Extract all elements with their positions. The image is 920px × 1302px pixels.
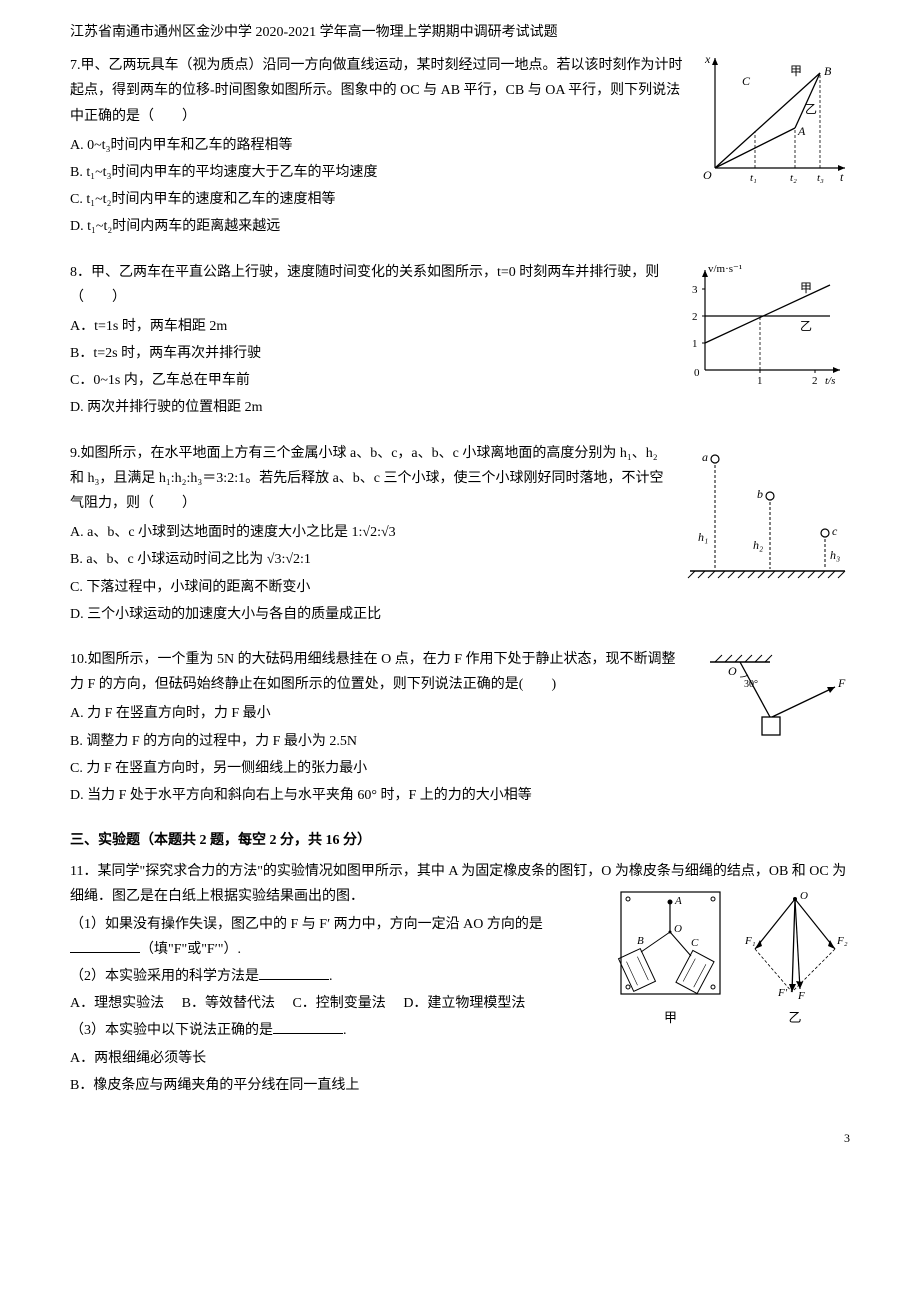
svg-text:B: B: [824, 64, 832, 78]
q11-sub2-opt-a: A．理想实验法: [70, 996, 164, 1011]
q11-sub2-opt-b: B．等效替代法: [182, 996, 275, 1011]
q7-option-c: C. t₁~t₂时间内甲车的速度和乙车的速度相等: [70, 187, 688, 212]
svg-text:A: A: [797, 124, 806, 138]
question-7: x t O t₁ t₂ t₃ C A B 甲 乙: [70, 53, 850, 241]
svg-text:2: 2: [812, 375, 818, 387]
svg-text:B: B: [637, 935, 644, 947]
q11-blank-2[interactable]: [259, 965, 329, 980]
q10-option-a: A. 力 F 在竖直方向时，力 F 最小: [70, 701, 688, 726]
q11-sub2-suffix: .: [329, 969, 333, 984]
svg-text:O: O: [674, 923, 682, 935]
q11-sub2-opt-d: D．建立物理模型法: [403, 996, 525, 1011]
svg-text:1: 1: [692, 338, 698, 350]
section-3-title: 三、实验题（本题共 2 题，每空 2 分，共 16 分）: [70, 828, 850, 853]
svg-text:30°: 30°: [744, 679, 758, 690]
svg-text:A: A: [674, 895, 682, 907]
svg-text:甲: 甲: [790, 64, 802, 78]
svg-text:1: 1: [757, 375, 763, 387]
q7-text: 甲、乙两玩具车（视为质点）沿同一方向做直线运动，某时刻经过同一地点。若以该时刻作…: [70, 58, 683, 123]
axis-x-label: x: [704, 53, 711, 66]
q10-option-b: B. 调整力 F 的方向的过程中，力 F 最小为 2.5N: [70, 729, 688, 754]
question-9: a h₁ b h₂ c h₃ 9.如图所示，在水平地面上方有三个金属小球 a、b…: [70, 441, 850, 629]
q9-figure: a h₁ b h₂ c h₃: [680, 441, 850, 591]
svg-text:乙: 乙: [805, 102, 817, 116]
svg-text:0: 0: [694, 367, 700, 379]
q8-number: 8．: [70, 265, 91, 280]
svg-text:F′: F′: [777, 987, 788, 999]
svg-text:F₁: F₁: [744, 935, 756, 947]
q8-ylabel: v/m·s⁻¹: [708, 263, 742, 275]
svg-text:h₃: h₃: [830, 548, 840, 562]
q11-sub1-suffix: （填"F"或"F′"）.: [140, 942, 241, 957]
svg-text:F: F: [837, 676, 846, 690]
page-number: 3: [70, 1128, 850, 1150]
q9-number: 9.: [70, 446, 81, 461]
svg-text:2: 2: [692, 311, 698, 323]
svg-text:a: a: [702, 450, 708, 464]
q8-option-d: D. 两次并排行驶的位置相距 2m: [70, 395, 668, 420]
q11-sub3-opt-a: A．两根细绳必须等长: [70, 1046, 850, 1071]
q11-sub3-opt-b: B．橡皮条应与两绳夹角的平分线在同一直线上: [70, 1073, 850, 1098]
q11-fig-yi-caption: 乙: [740, 1006, 850, 1029]
q11-figures: A O B C 甲 O: [613, 884, 850, 1029]
svg-text:3: 3: [692, 284, 698, 296]
svg-text:O: O: [728, 664, 737, 678]
q11-fig-yi: O F₁ F₂ F′ F: [740, 884, 850, 1004]
page-header: 江苏省南通市通州区金沙中学 2020-2021 学年高一物理上学期期中调研考试试…: [70, 20, 850, 45]
svg-text:t₂: t₂: [790, 172, 797, 183]
question-8: v/m·s⁻¹ t/s 0 1 2 3 1 2 甲 乙 8．甲、乙两车在平直公路: [70, 260, 850, 423]
q11-sub3-suffix: .: [343, 1023, 347, 1038]
origin-label: O: [703, 168, 712, 182]
q9-option-b: B. a、b、c 小球运动时间之比为 √3:√2:1: [70, 547, 668, 572]
q11-blank-3[interactable]: [273, 1019, 343, 1034]
q7-option-b: B. t₁~t₃时间内甲车的平均速度大于乙车的平均速度: [70, 160, 688, 185]
q8-option-b: B．t=2s 时，两车再次并排行驶: [70, 341, 668, 366]
svg-text:甲: 甲: [800, 281, 812, 295]
q8-text: 甲、乙两车在平直公路上行驶，速度随时间变化的关系如图所示，t=0 时刻两车并排行…: [70, 265, 659, 305]
svg-text:h₂: h₂: [753, 538, 763, 552]
q10-text: 如图所示，一个重为 5N 的大砝码用细线悬挂在 O 点，在力 F 作用下处于静止…: [70, 652, 676, 692]
q11-blank-1[interactable]: [70, 938, 140, 953]
q11-sub2-opt-c: C．控制变量法: [292, 996, 385, 1011]
q11-sub2: （2）本实验采用的科学方法是: [70, 969, 259, 984]
q9-text: 如图所示，在水平地面上方有三个金属小球 a、b、c，a、b、c 小球离地面的高度…: [70, 446, 664, 511]
axis-t-label: t: [840, 170, 844, 183]
q10-option-c: C. 力 F 在竖直方向时，另一侧细线上的张力最小: [70, 756, 688, 781]
svg-text:O: O: [800, 890, 808, 902]
q10-option-d: D. 当力 F 处于水平方向和斜向右上与水平夹角 60° 时，F 上的力的大小相…: [70, 783, 688, 808]
q8-figure: v/m·s⁻¹ t/s 0 1 2 3 1 2 甲 乙: [680, 260, 850, 390]
q10-figure: O 30° F: [700, 647, 850, 757]
svg-text:C: C: [742, 74, 751, 88]
svg-text:F₂: F₂: [836, 935, 848, 947]
q7-number: 7.: [70, 58, 81, 73]
q11-fig-jia-caption: 甲: [613, 1006, 728, 1029]
q7-option-a: A. 0~t₃时间内甲车和乙车的路程相等: [70, 133, 688, 158]
q11-sub1: （1）如果没有操作失误，图乙中的 F 与 F′ 两力中，方向一定沿 AO 方向的…: [70, 917, 543, 932]
q7-figure: x t O t₁ t₂ t₃ C A B 甲 乙: [700, 53, 850, 183]
svg-text:h₁: h₁: [698, 530, 708, 544]
svg-text:F: F: [797, 990, 805, 1002]
q8-option-a: A．t=1s 时，两车相距 2m: [70, 314, 668, 339]
svg-text:乙: 乙: [800, 319, 812, 333]
q9-option-c: C. 下落过程中，小球间的距离不断变小: [70, 575, 668, 600]
svg-text:t₃: t₃: [817, 172, 824, 183]
q10-number: 10.: [70, 652, 88, 667]
question-11: 11．某同学"探究求合力的方法"的实验情况如图甲所示，其中 A 为固定橡皮条的图…: [70, 859, 850, 1098]
question-10: O 30° F 10.如图所示，一个重为 5N 的大砝码用细线悬挂在 O 点，在…: [70, 647, 850, 810]
q9-option-d: D. 三个小球运动的加速度大小与各自的质量成正比: [70, 602, 668, 627]
q7-option-d: D. t₁~t₂时间内两车的距离越来越远: [70, 214, 688, 239]
svg-text:c: c: [832, 524, 838, 538]
svg-text:t₁: t₁: [750, 172, 757, 183]
svg-text:b: b: [757, 487, 763, 501]
q8-option-c: C．0~1s 内，乙车总在甲车前: [70, 368, 668, 393]
svg-text:C: C: [691, 937, 699, 949]
q11-number: 11．: [70, 864, 97, 879]
q11-sub3: （3）本实验中以下说法正确的是: [70, 1023, 273, 1038]
q8-xlabel: t/s: [825, 375, 835, 387]
q11-fig-jia: A O B C: [613, 884, 728, 1004]
q9-option-a: A. a、b、c 小球到达地面时的速度大小之比是 1:√2:√3: [70, 520, 668, 545]
